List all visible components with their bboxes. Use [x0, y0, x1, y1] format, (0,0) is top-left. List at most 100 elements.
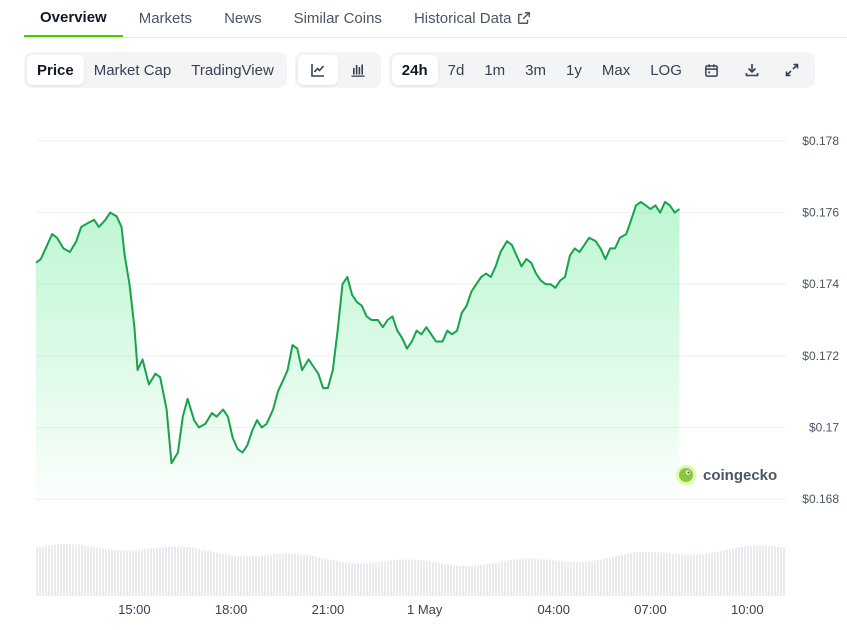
volume-bar	[696, 554, 698, 595]
price-chart: $0.178 $0.176 $0.174 $0.172 $0.17 $0.168 15:0…	[35, 134, 839, 617]
tab-news[interactable]: News	[224, 9, 262, 27]
candlestick-chart-button[interactable]	[338, 55, 378, 85]
volume-bar	[750, 545, 752, 595]
range-1y-button[interactable]: 1y	[566, 61, 582, 79]
volume-bar	[186, 547, 188, 595]
volume-bar	[51, 545, 53, 595]
volume-bar	[45, 545, 47, 595]
y-tick-label: $0.174	[802, 277, 839, 291]
volume-bar	[486, 564, 488, 595]
volume-bar	[495, 562, 497, 595]
range-24h-button[interactable]: 24h	[391, 55, 438, 85]
volume-bar	[189, 547, 191, 595]
y-tick-label: $0.172	[802, 349, 839, 363]
volume-bar	[42, 546, 44, 595]
range-max-button[interactable]: Max	[601, 61, 631, 79]
range-3m-button[interactable]: 3m	[525, 61, 547, 79]
volume-bar	[762, 545, 764, 595]
external-link-icon	[518, 12, 531, 24]
range-1m-button[interactable]: 1m	[484, 61, 506, 79]
volume-bar	[396, 559, 398, 595]
volume-bar	[144, 549, 146, 595]
volume-bar	[204, 550, 206, 595]
calendar-button[interactable]	[692, 55, 732, 85]
line-chart-button[interactable]	[297, 55, 338, 85]
volume-bar	[552, 560, 554, 595]
volume-bar	[645, 551, 647, 595]
volume-bar	[510, 560, 512, 595]
volume-bar	[771, 546, 773, 595]
volume-bar	[279, 553, 281, 595]
volume-bar	[207, 550, 209, 595]
volume-bar	[411, 559, 413, 595]
volume-bar	[135, 550, 137, 595]
volume-bar	[663, 552, 665, 595]
volume-bar	[720, 550, 722, 595]
tab-markets[interactable]: Markets	[138, 9, 193, 27]
volume-bar	[714, 552, 716, 595]
volume-bar	[210, 551, 212, 595]
chart-mode-price-button[interactable]: Price	[27, 55, 84, 85]
volume-bar	[630, 553, 632, 595]
volume-bar	[315, 556, 317, 595]
volume-bar	[474, 565, 476, 595]
volume-bar	[54, 544, 56, 595]
volume-bar	[132, 550, 134, 595]
volume-bar	[579, 561, 581, 595]
volume-bar	[525, 558, 527, 595]
fullscreen-button[interactable]	[772, 55, 812, 85]
volume-bar	[768, 545, 770, 595]
volume-bar	[309, 555, 311, 595]
chart-mode-tradingview-button[interactable]: TradingView	[191, 61, 274, 79]
volume-bar	[678, 554, 680, 595]
volume-bar	[612, 556, 614, 595]
download-button[interactable]	[732, 55, 772, 85]
tab-historical-data-label: Historical Data	[413, 9, 512, 27]
volume-bar	[81, 545, 83, 595]
coingecko-logo-icon	[676, 465, 696, 485]
volume-bar	[543, 559, 545, 595]
volume-bar	[423, 560, 425, 595]
volume-bar	[234, 555, 236, 595]
volume-bar	[390, 560, 392, 595]
volume-bar	[507, 560, 509, 595]
top-tabs: Overview Markets News Similar Coins Hist…	[24, 0, 847, 38]
price-line	[35, 200, 681, 465]
fullscreen-icon	[785, 63, 799, 77]
volume-bar	[582, 561, 584, 595]
volume-bar	[39, 546, 41, 595]
volume-bar	[468, 565, 470, 595]
volume-bar	[735, 547, 737, 595]
volume-bar	[195, 548, 197, 595]
volume-bar	[78, 544, 80, 595]
volume-bar	[369, 562, 371, 595]
volume-bar	[36, 547, 38, 595]
tab-historical-data[interactable]: Historical Data	[398, 0, 548, 37]
volume-bar	[63, 544, 65, 595]
tab-similar-coins[interactable]: Similar Coins	[293, 9, 382, 27]
log-scale-button[interactable]: LOG	[650, 61, 682, 79]
volume-bar	[489, 563, 491, 595]
volume-bar	[330, 560, 332, 595]
volume-bar	[108, 549, 110, 595]
volume-bar	[291, 553, 293, 595]
volume-bar	[741, 546, 743, 595]
volume-bar	[375, 562, 377, 595]
x-tick-label: 1 May	[407, 602, 443, 617]
volume-bar	[684, 554, 686, 595]
volume-bar	[243, 556, 245, 595]
volume-bar	[639, 552, 641, 595]
volume-bar	[228, 555, 230, 595]
volume-bar	[252, 556, 254, 595]
chart-mode-group: Price Market Cap TradingView	[24, 52, 287, 88]
chart-mode-market-cap-button[interactable]: Market Cap	[93, 61, 172, 79]
range-7d-button[interactable]: 7d	[447, 61, 465, 79]
tab-overview[interactable]: Overview	[24, 0, 123, 37]
volume-bar	[342, 562, 344, 595]
volume-bar	[483, 564, 485, 595]
volume-bar	[363, 563, 365, 595]
volume-bar	[756, 545, 758, 595]
volume-bar	[606, 558, 608, 595]
y-tick-label: $0.168	[802, 492, 839, 506]
volume-bar	[141, 549, 143, 595]
